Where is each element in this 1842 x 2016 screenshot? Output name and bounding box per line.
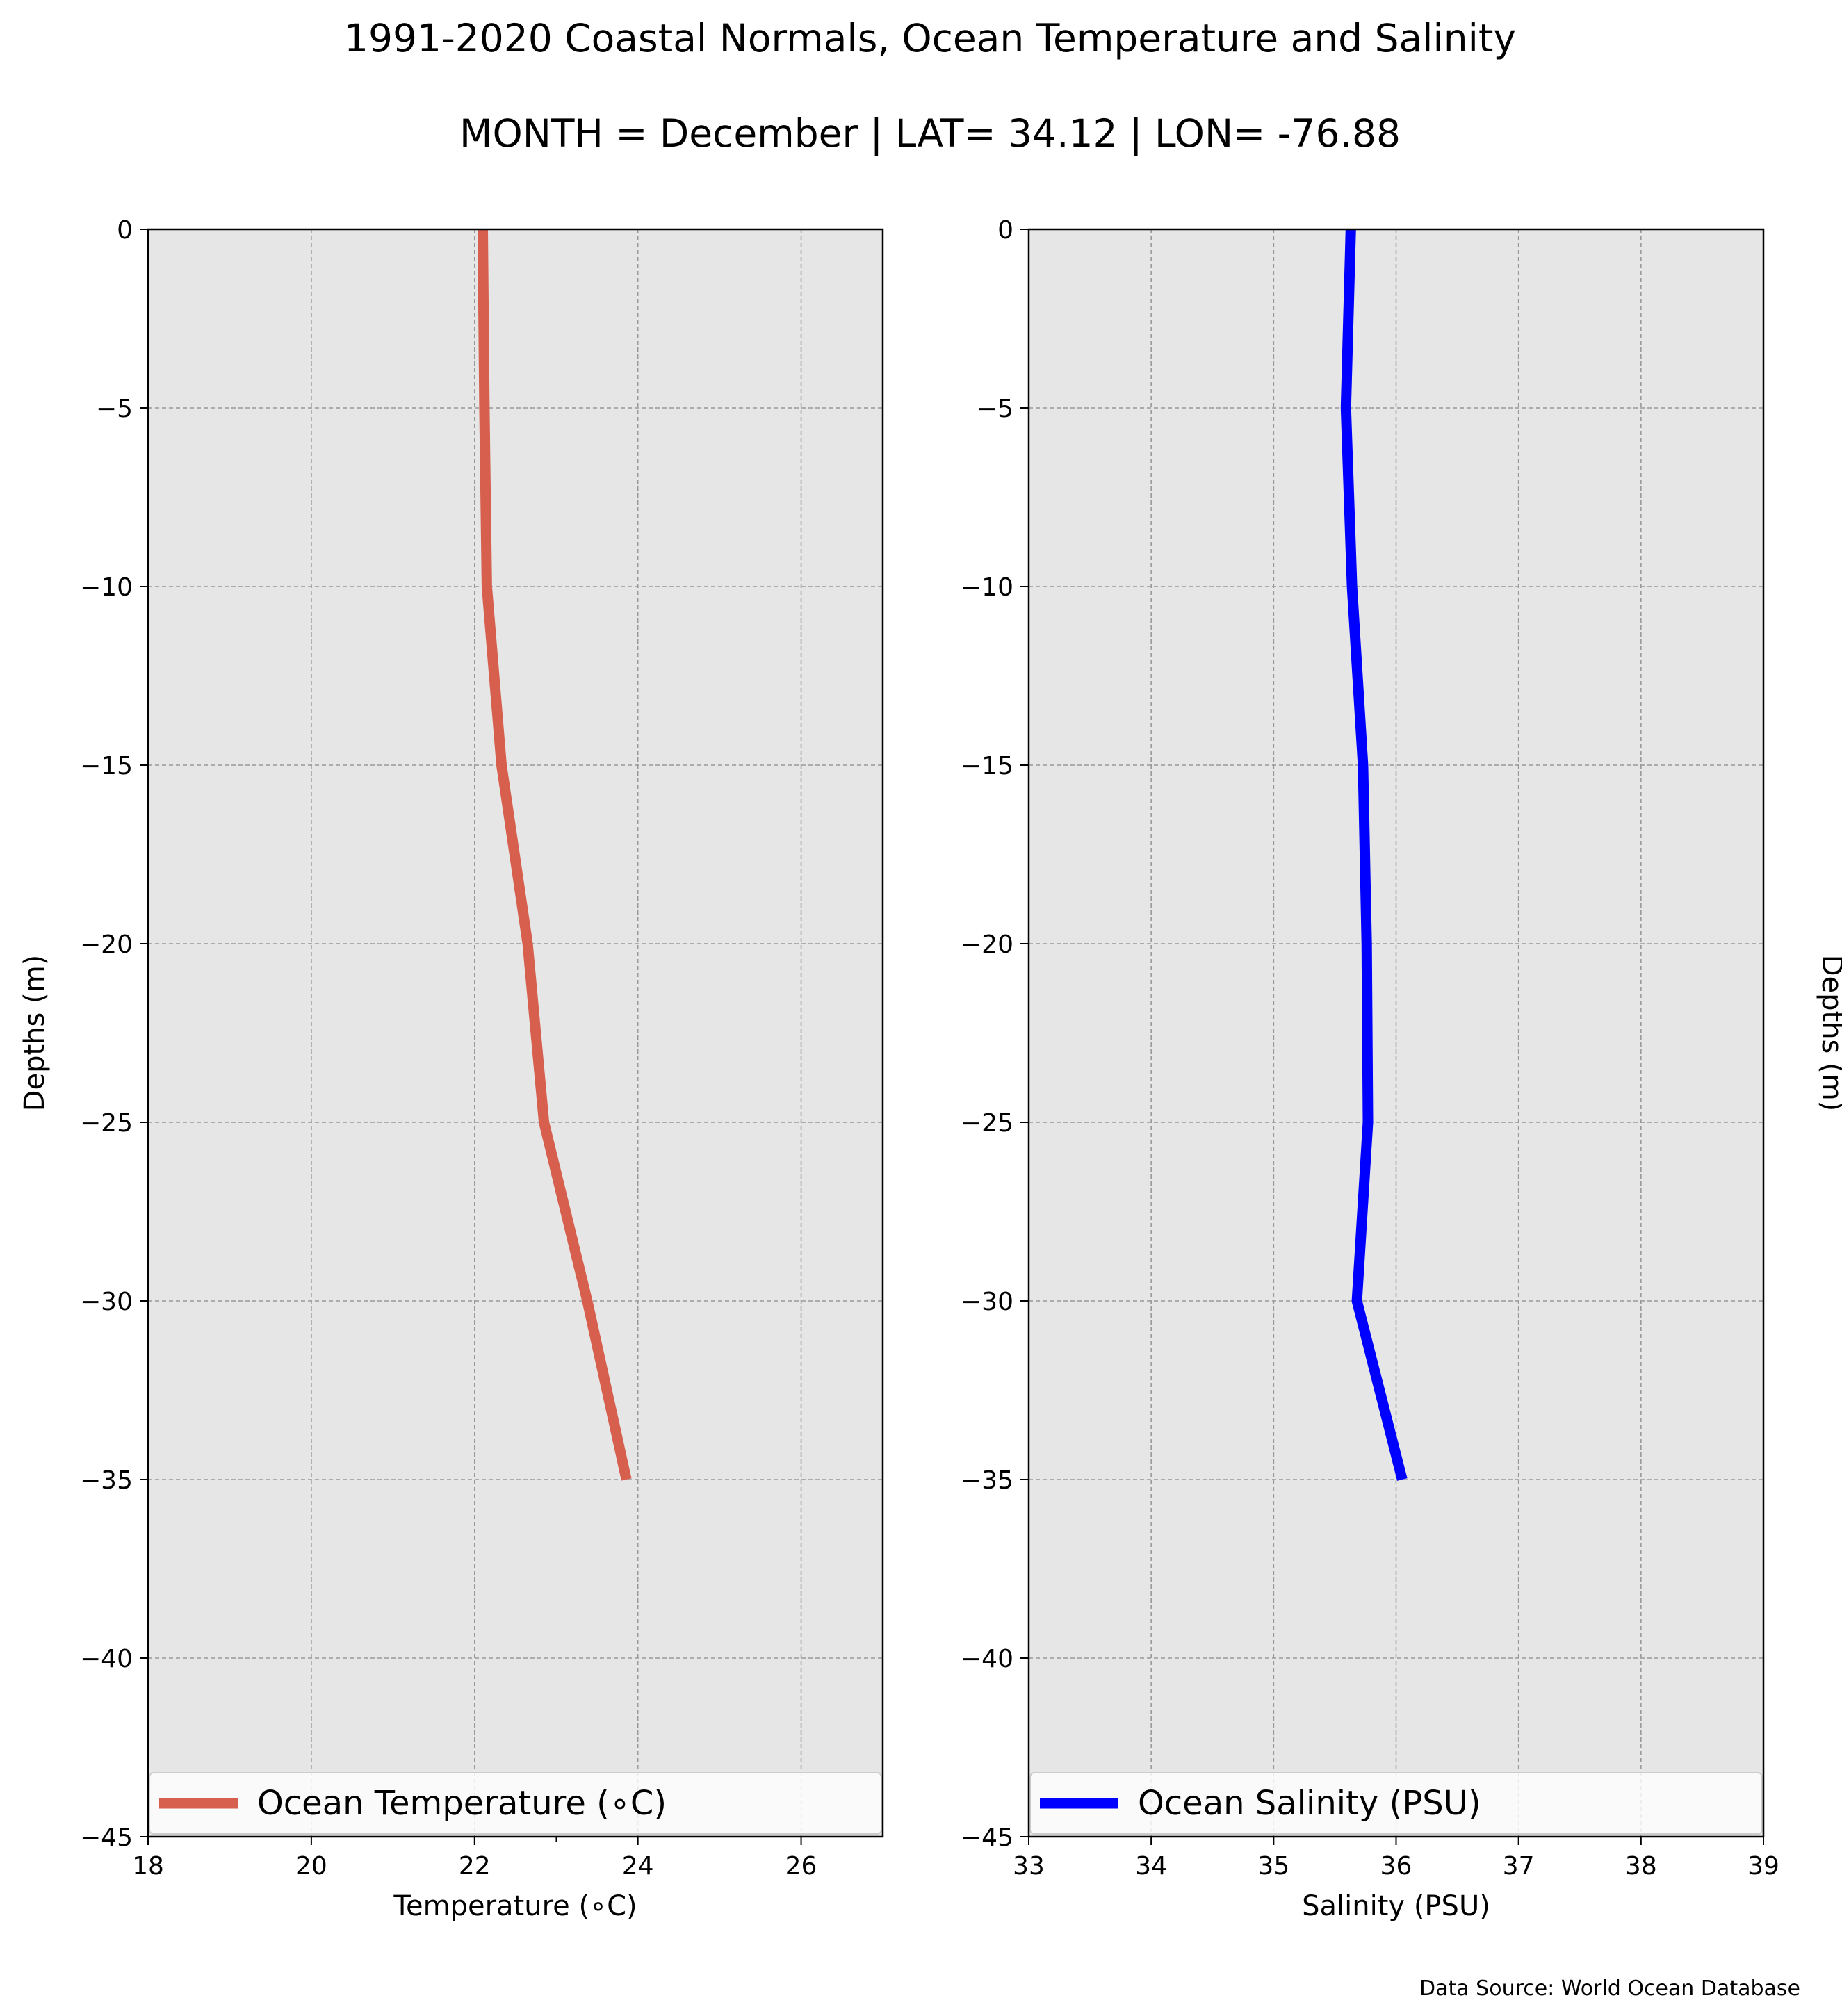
plot-area (148, 229, 883, 1837)
y-tick-label: −45 (961, 1824, 1013, 1852)
x-tick-label: 20 (295, 1852, 327, 1880)
y-tick-label: −40 (80, 1645, 133, 1673)
y-tick-label: −45 (80, 1824, 133, 1852)
y-tick-label: 0 (117, 216, 133, 245)
y-axis-label: Depths (m) (1816, 955, 1842, 1112)
x-axis-label: Salinity (PSU) (1302, 1890, 1490, 1922)
x-tick-label: 18 (132, 1852, 164, 1880)
y-tick-label: −35 (80, 1466, 133, 1495)
legend-label: Ocean Salinity (PSU) (1138, 1784, 1481, 1823)
x-tick-label: 39 (1747, 1852, 1779, 1880)
y-tick-label: −40 (961, 1645, 1013, 1673)
x-tick-label: 26 (785, 1852, 817, 1880)
figure-title: 1991-2020 Coastal Normals, Ocean Tempera… (344, 16, 1516, 60)
x-tick-label: 33 (1013, 1852, 1045, 1880)
series-line (478, 229, 632, 1481)
y-tick-label: −10 (961, 573, 1013, 602)
x-tick-label: 38 (1625, 1852, 1657, 1880)
figure-subtitle: MONTH = December | LAT= 34.12 | LON= -76… (459, 111, 1401, 156)
y-tick-label: −25 (961, 1109, 1013, 1138)
x-tick-label: 24 (622, 1852, 654, 1880)
y-tick-label: −30 (961, 1288, 1013, 1316)
y-tick-label: −15 (961, 752, 1013, 780)
y-tick-label: −10 (80, 573, 133, 602)
y-tick-label: −15 (80, 752, 133, 780)
salinity-panel: Ocean Salinity (PSU) 33 34 35 36 37 38 39 0 −5 −10… (961, 216, 1842, 1922)
y-tick-label: −20 (80, 931, 133, 959)
y-tick-label: −30 (80, 1288, 133, 1316)
x-axis-label: Temperature (∘C) (393, 1890, 637, 1922)
x-tick-label: 35 (1257, 1852, 1289, 1880)
y-tick-label: −20 (961, 931, 1013, 959)
y-tick-label: 0 (997, 216, 1013, 245)
x-tick-label: 37 (1503, 1852, 1535, 1880)
y-tick-label: −25 (80, 1109, 133, 1138)
legend-box (149, 1772, 882, 1835)
x-tick-label: 36 (1380, 1852, 1412, 1880)
y-tick-label: −5 (977, 395, 1013, 423)
x-tick-label: 34 (1135, 1852, 1167, 1880)
axes-frame (147, 228, 884, 1838)
y-tick-label: −35 (961, 1466, 1013, 1495)
legend-box (1029, 1772, 1763, 1835)
legend-label: Ocean Temperature (∘C) (257, 1784, 667, 1823)
data-source-note: Data Source: World Ocean Database (1419, 1976, 1800, 2001)
series-line (1340, 229, 1408, 1481)
y-tick-label: −5 (96, 395, 133, 423)
y-axis-label: Depths (m) (19, 955, 51, 1112)
temperature-panel: Ocean Temperature (∘C) 18 20 22 24 26 0 −5 −10 −1… (19, 216, 884, 1922)
plot-area (1029, 229, 1763, 1837)
x-tick-label: 22 (459, 1852, 491, 1880)
